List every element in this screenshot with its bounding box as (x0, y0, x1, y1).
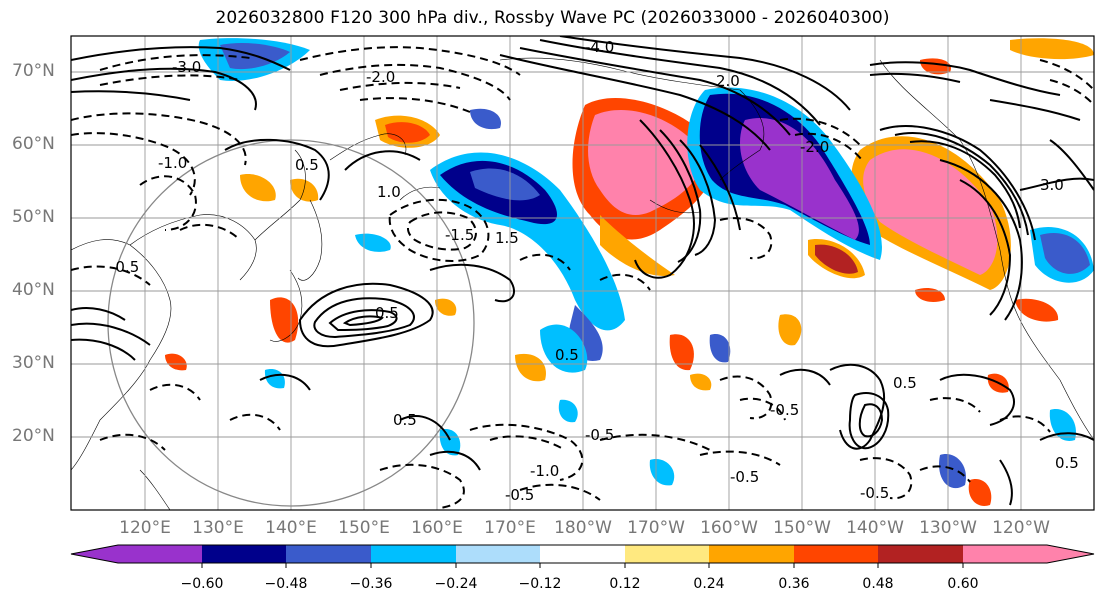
contour-label: 0.5 (295, 156, 319, 174)
highlight-circle (107, 139, 475, 507)
colorbar-outline (70, 544, 1095, 564)
contour-label: 1.0 (377, 183, 401, 201)
contour-label: 0.5 (393, 411, 417, 429)
contour-label: 0.5 (1055, 454, 1079, 472)
colorbar-tick-label: −0.48 (264, 576, 308, 592)
contour-label: -0.5 (860, 484, 889, 502)
lon-label-150e: 150°E (338, 518, 390, 538)
colorbar-segment (540, 545, 625, 563)
colorbar-tick-label: 0.36 (778, 576, 810, 592)
lon-label-130w: 130°W (919, 518, 977, 538)
colorbar-segment (794, 545, 878, 563)
colorbar-tick-label: 0.24 (693, 576, 725, 592)
colorbar-tick-label: −0.12 (518, 576, 562, 592)
colorbar-tick-label: 0.48 (862, 576, 894, 592)
lat-label-20n: 20°N (12, 426, 55, 446)
colorbar-extend-high (1047, 545, 1094, 563)
contour-labels: -3.0 -2.0 -4.0 -0.5 0.5 2.0 -1.0 -1.5 1.… (110, 38, 1079, 504)
lon-label-170e: 170°E (484, 518, 536, 538)
contour-label: -0.5 (585, 426, 614, 444)
lon-label-160e: 160°E (411, 518, 463, 538)
contour-label: 0.5 (893, 374, 917, 392)
lat-label-50n: 50°N (12, 207, 55, 227)
colorbar-segment (878, 545, 963, 563)
lat-label-30n: 30°N (12, 353, 55, 373)
colorbar-segment (286, 545, 371, 563)
coastlines (71, 57, 1094, 510)
colorbar-segment (963, 545, 1047, 563)
divergence-shading (165, 38, 1094, 506)
colorbar-segment (118, 545, 202, 563)
colorbar (70, 544, 1095, 568)
map-border (70, 35, 1095, 511)
lon-label-140e: 140°E (265, 518, 317, 538)
colorbar-extend-low (71, 545, 118, 563)
colorbar-tick-label: −0.36 (349, 576, 393, 592)
lon-label-160w: 160°W (700, 518, 758, 538)
contour-label: -0.5 (730, 468, 759, 486)
contour-label: -3.0 (172, 58, 201, 76)
colorbar-segment (202, 545, 286, 563)
lon-label-150w: 150°W (773, 518, 831, 538)
lon-label-180w: 180°W (554, 518, 612, 538)
lon-label-120w: 120°W (992, 518, 1050, 538)
colorbar-tick-label: 0.12 (609, 576, 641, 592)
colorbar-segment (371, 545, 456, 563)
contour-label: -4.0 (585, 38, 614, 56)
dashed-contours (71, 46, 1094, 509)
colorbar-segment (456, 545, 540, 563)
contour-label: -2.0 (800, 138, 829, 156)
lat-label-60n: 60°N (12, 134, 55, 154)
colorbar-segment (709, 545, 794, 563)
solid-contours (71, 36, 1094, 506)
contour-label: 2.0 (716, 72, 740, 90)
contour-label: -0.5 (505, 486, 534, 504)
lon-label-130e: 130°E (192, 518, 244, 538)
lat-label-70n: 70°N (12, 61, 55, 81)
chart-title: 2026032800 F120 300 hPa div., Rossby Wav… (215, 8, 890, 28)
lon-label-140w: 140°W (846, 518, 904, 538)
contour-label: -1.0 (530, 462, 559, 480)
contour-label: 0.5 (555, 346, 579, 364)
contour-label: -0.5 (110, 258, 139, 276)
graticule (71, 36, 1094, 510)
contour-label: -2.0 (366, 68, 395, 86)
colorbar-tick-label: −0.60 (180, 576, 224, 592)
lat-label-40n: 40°N (12, 280, 55, 300)
contour-label: 1.5 (495, 229, 519, 247)
colorbar-tick-label: 0.60 (947, 576, 979, 592)
contour-label: 3.0 (1040, 176, 1064, 194)
contour-label: -1.0 (158, 154, 187, 172)
colorbar-segment (625, 545, 709, 563)
lon-label-120e: 120°E (119, 518, 171, 538)
contour-label: -1.5 (445, 226, 474, 244)
lon-label-170w: 170°W (627, 518, 685, 538)
colorbar-tick-label: −0.24 (434, 576, 478, 592)
contour-label: -0.5 (770, 401, 799, 419)
contour-label: 0.5 (375, 304, 399, 322)
